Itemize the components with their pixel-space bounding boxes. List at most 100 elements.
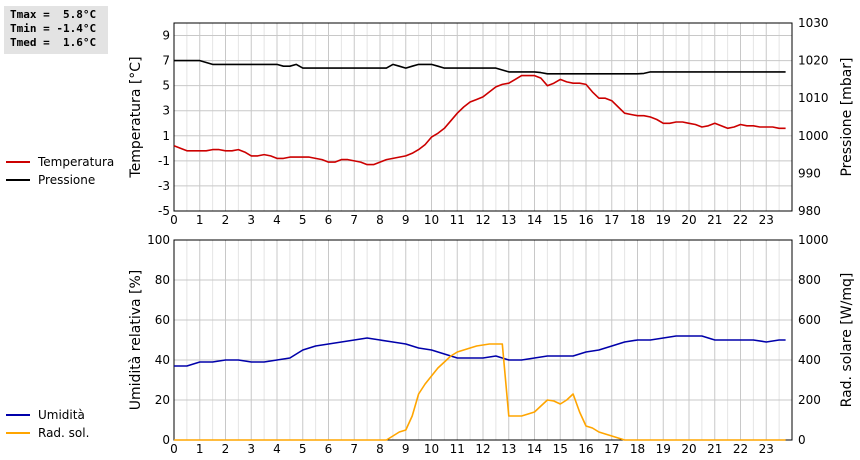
legend-label-solar: Rad. sol.	[38, 426, 90, 440]
chart1-x-tick-label: 9	[402, 213, 410, 227]
chart2-x-tick-label: 4	[273, 442, 281, 456]
chart1-y-tick-label: -1	[158, 154, 170, 168]
chart2-y-axis-label: Umidità relativa [%]	[128, 270, 144, 411]
chart1-x-tick-label: 15	[553, 213, 568, 227]
chart1-y-axis-label: Temperatura [°C]	[128, 56, 144, 178]
chart2-y-tick-label: 60	[155, 313, 170, 327]
chart2-x-tick-label: 9	[402, 442, 410, 456]
chart2-x-tick-label: 18	[630, 442, 645, 456]
chart1-series-2-line	[174, 59, 786, 75]
chart1-x-tick-label: 7	[350, 213, 358, 227]
chart1-x-tick-label: 22	[733, 213, 748, 227]
chart1-y2-tick-label: 990	[798, 166, 821, 180]
chart1-x-tick-label: 1	[196, 213, 204, 227]
chart1-x-tick-label: 20	[681, 213, 696, 227]
legend-swatch-humidity	[6, 414, 30, 416]
chart1-x-tick-label: 17	[604, 213, 619, 227]
chart1-x-tick-label: 0	[170, 213, 178, 227]
chart1-x-tick-label: 18	[630, 213, 645, 227]
chart1-x-tick-label: 8	[376, 213, 384, 227]
chart2-x-tick-label: 22	[733, 442, 748, 456]
chart1-y2-tick-label: 1030	[798, 16, 829, 30]
chart2-y2-tick-label: 1000	[798, 233, 829, 247]
chart1-y-tick-label: 3	[162, 104, 170, 118]
chart2-x-tick-label: 21	[707, 442, 722, 456]
chart2-y-tick-label: 40	[155, 353, 170, 367]
chart2-y-tick-label: 0	[162, 433, 170, 447]
chart2-y2-tick-label: 800	[798, 273, 821, 287]
chart2-x-tick-label: 13	[501, 442, 516, 456]
chart2-x-tick-label: 16	[578, 442, 593, 456]
chart1-x-tick-label: 16	[578, 213, 593, 227]
chart1-frame	[173, 22, 793, 212]
chart2-x-tick-label: 23	[759, 442, 774, 456]
chart1-x-tick-label: 13	[501, 213, 516, 227]
chart2-x-tick-label: 10	[424, 442, 439, 456]
legend-bottom: Umidità Rad. sol.	[6, 406, 89, 442]
chart1-x-tick-label: 5	[299, 213, 307, 227]
chart1-x-tick-label: 23	[759, 213, 774, 227]
chart2-x-tick-label: 5	[299, 442, 307, 456]
chart2-series-1-line	[174, 335, 786, 367]
chart2-y2-tick-label: 400	[798, 353, 821, 367]
legend-swatch-temperature	[6, 161, 30, 163]
legend-label-temperature: Temperatura	[38, 155, 115, 169]
legend-top: Temperatura Pressione	[6, 153, 114, 189]
chart2-x-tick-label: 7	[350, 442, 358, 456]
chart1-x-tick-label: 21	[707, 213, 722, 227]
chart2-y-tick-label: 20	[155, 393, 170, 407]
chart1-y-tick-label: -3	[158, 179, 170, 193]
chart2-x-tick-label: 2	[222, 442, 230, 456]
chart2-x-tick-label: 6	[325, 442, 333, 456]
chart2-x-tick-label: 15	[553, 442, 568, 456]
chart2-x-tick-label: 3	[247, 442, 255, 456]
legend-label-pressure: Pressione	[38, 173, 96, 187]
stat-tmin: Tmin = -1.4°C	[10, 22, 97, 35]
chart2-y2-axis-label: Rad. solare [W/mq]	[839, 273, 855, 408]
chart2-x-tick-label: 0	[170, 442, 178, 456]
chart1-y-tick-label: 5	[162, 79, 170, 93]
chart1-x-tick-label: 11	[450, 213, 465, 227]
chart2-x-tick-label: 8	[376, 442, 384, 456]
chart1-y-tick-label: 1	[162, 129, 170, 143]
chart1-y2-axis-label: Pressione [mbar]	[839, 57, 855, 176]
chart2-x-tick-label: 1	[196, 442, 204, 456]
chart1-x-tick-label: 10	[424, 213, 439, 227]
chart1-x-tick-label: 19	[656, 213, 671, 227]
chart2-x-tick-label: 14	[527, 442, 542, 456]
legend-item-pressure: Pressione	[6, 171, 114, 189]
chart1-series-1-line	[173, 74, 786, 166]
legend-item-humidity: Umidità	[6, 406, 89, 424]
legend-swatch-solar	[6, 432, 30, 434]
legend-swatch-pressure	[6, 179, 30, 181]
chart1-y2-tick-label: 1010	[798, 91, 829, 105]
chart2-x-tick-label: 17	[604, 442, 619, 456]
chart2-y2-tick-label: 600	[798, 313, 821, 327]
chart2-x-tick-label: 12	[475, 442, 490, 456]
chart1-x-tick-label: 3	[247, 213, 255, 227]
chart2-x-tick-label: 11	[450, 442, 465, 456]
chart2-x-tick-label: 19	[656, 442, 671, 456]
legend-label-humidity: Umidità	[38, 408, 85, 422]
legend-item-temperature: Temperatura	[6, 153, 114, 171]
chart2-y-tick-label: 100	[147, 233, 170, 247]
chart1-x-tick-label: 4	[273, 213, 281, 227]
chart1-y2-tick-label: 1000	[798, 129, 829, 143]
chart1-x-tick-label: 6	[325, 213, 333, 227]
chart2-frame	[173, 239, 793, 441]
chart2-x-tick-label: 20	[681, 442, 696, 456]
stats-box: Tmax = 5.8°C Tmin = -1.4°C Tmed = 1.6°C	[4, 6, 108, 54]
legend-item-solar: Rad. sol.	[6, 424, 89, 442]
chart1-y-tick-label: 7	[162, 54, 170, 68]
chart1-y2-tick-label: 980	[798, 204, 821, 218]
chart1-x-tick-label: 14	[527, 213, 542, 227]
stat-tmax: Tmax = 5.8°C	[10, 8, 97, 21]
chart1-y-tick-label: -5	[158, 204, 170, 218]
chart2-y2-tick-label: 200	[798, 393, 821, 407]
chart1-x-tick-label: 2	[222, 213, 230, 227]
chart2-series-2-line	[174, 343, 786, 441]
chart1-y2-tick-label: 1020	[798, 54, 829, 68]
chart2-y2-tick-label: 0	[798, 433, 806, 447]
chart1-y-tick-label: 9	[162, 29, 170, 43]
